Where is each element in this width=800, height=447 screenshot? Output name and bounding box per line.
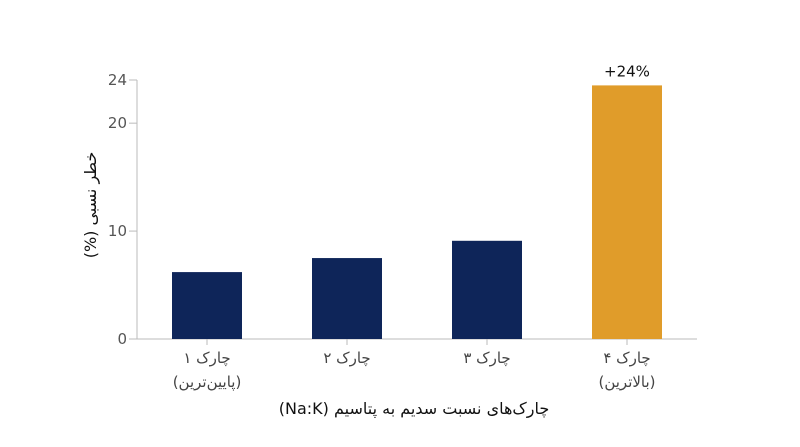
bar — [312, 258, 382, 339]
data-label: +24% — [604, 62, 650, 80]
bar — [172, 272, 242, 339]
chart-labels: چارک ۱ (پایین‌ترین) چارک ۲ چارک ۳ +24% چارک ۴… — [173, 62, 656, 392]
bar — [592, 85, 662, 339]
x-tick-label: (بالاترین) — [598, 373, 655, 391]
y-tick-label: 24 — [108, 71, 127, 89]
x-tick-label: چارک ۴ — [603, 349, 650, 367]
bar — [452, 240, 522, 339]
x-tick-label: چارک ۱ — [183, 349, 230, 367]
x-axis-title: چارک‌های نسبت سدیم به پتاسیم (Na:K) — [279, 399, 549, 419]
y-tick-label: 20 — [108, 114, 127, 132]
x-tick-label: چارک ۲ — [323, 349, 370, 367]
chart-bars — [172, 85, 662, 339]
y-tick-label: 0 — [117, 330, 127, 348]
x-tick-label: (پایین‌ترین) — [173, 373, 242, 392]
x-tick-label: چارک ۳ — [463, 349, 510, 367]
y-tick-label: 10 — [108, 222, 127, 240]
y-axis-title: خطر نسبی (%) — [81, 152, 101, 259]
